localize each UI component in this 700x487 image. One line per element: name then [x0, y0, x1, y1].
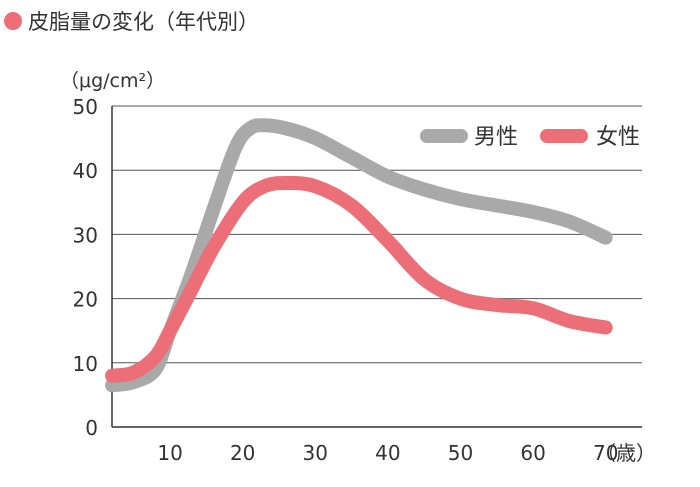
female-series-line	[105, 176, 613, 383]
title-bullet-icon	[4, 12, 22, 30]
y-tick-label: 20	[73, 288, 98, 312]
x-tick-label: 20	[230, 441, 255, 465]
y-tick-label: 10	[73, 352, 98, 376]
y-tick-label: 0	[85, 416, 98, 440]
y-axis-unit-label: （μg/cm²）	[60, 70, 166, 92]
chart-title: 皮脂量の変化（年代別）	[4, 6, 259, 36]
chart-title-text: 皮脂量の変化（年代別）	[28, 10, 259, 34]
y-tick-label: 30	[73, 223, 98, 247]
x-tick-label: 50	[448, 441, 473, 465]
x-tick-label: 30	[303, 441, 328, 465]
male-series-line	[105, 118, 613, 393]
y-tick-label: 50	[73, 95, 98, 119]
legend-label-male: 男性	[474, 125, 518, 150]
x-tick-label: 40	[375, 441, 400, 465]
legend-label-female: 女性	[596, 125, 640, 150]
x-tick-label: 10	[157, 441, 182, 465]
x-tick-label: 60	[520, 441, 545, 465]
y-tick-label: 40	[73, 159, 98, 183]
x-tick-label: 70	[593, 441, 618, 465]
x-axis-unit-label: （歳）	[596, 441, 656, 465]
